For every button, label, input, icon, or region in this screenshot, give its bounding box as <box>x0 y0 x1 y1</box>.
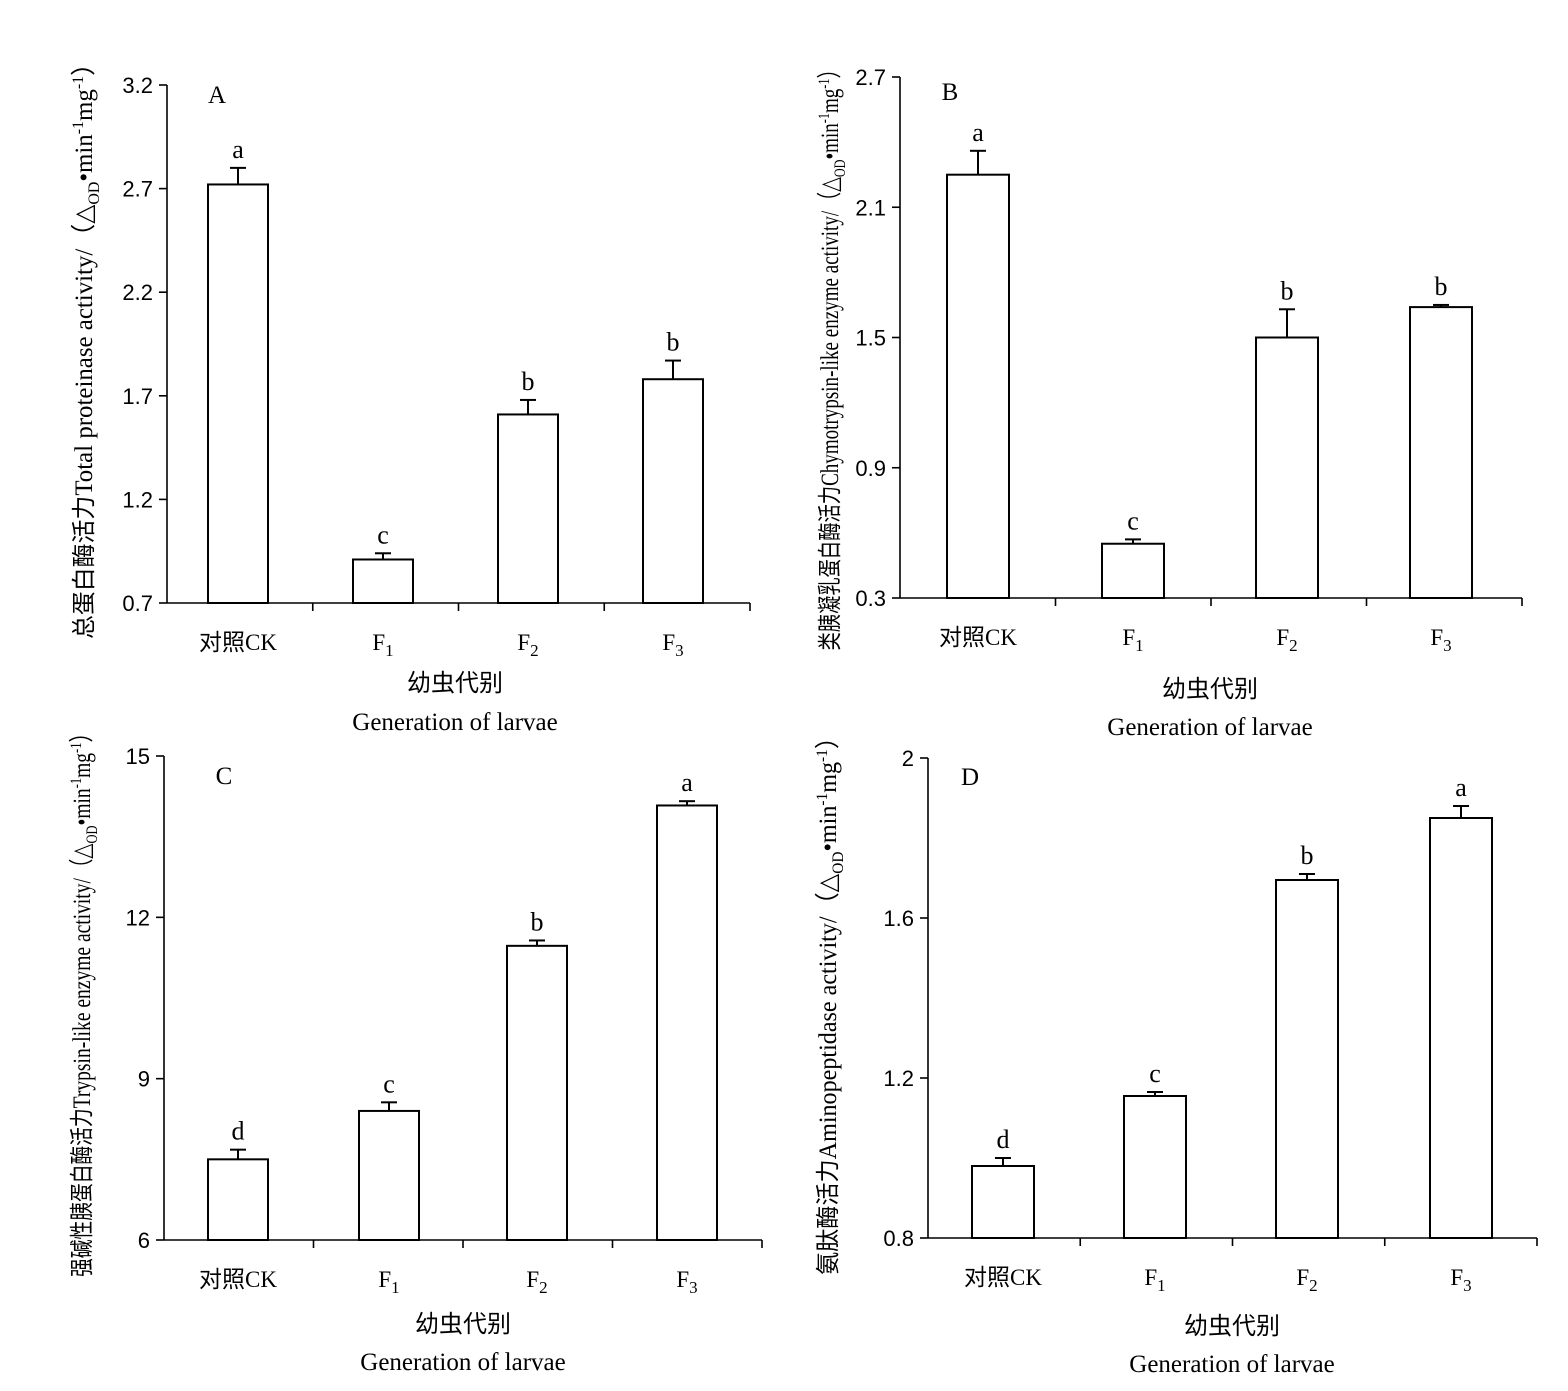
panel-letter: D <box>961 764 979 791</box>
y-tick-label: 1.6 <box>883 906 914 931</box>
category-label: 对照CK <box>939 625 1017 650</box>
x-axis-title-cn: 幼虫代别 <box>1162 675 1258 703</box>
y-tick-label: 1.2 <box>883 1066 914 1091</box>
category-label: F2 <box>517 630 538 660</box>
y-axis-title-text: 类胰凝乳蛋白酶活力Chymotrypsin-like enzyme activi… <box>816 60 849 651</box>
bar-b-1 <box>1101 542 1165 600</box>
y-tick-label: 0.3 <box>855 586 886 611</box>
y-axis-title: 类胰凝乳蛋白酶活力Chymotrypsin-like enzyme activi… <box>816 60 849 651</box>
significance-label: c <box>1149 1059 1161 1088</box>
category-label: F2 <box>526 1267 547 1297</box>
x-axis-title-cn: 幼虫代别 <box>1184 1312 1280 1340</box>
significance-label: b <box>531 907 544 936</box>
category-label: F3 <box>1450 1265 1471 1295</box>
y-tick-label: 2.7 <box>855 65 886 90</box>
y-axis-title: 总蛋白酶活力Total proteinase activity/（△OD•min… <box>70 51 103 639</box>
y-tick-label: 0.9 <box>855 456 886 481</box>
bar-d-2 <box>1275 879 1339 1239</box>
significance-label: c <box>377 520 389 549</box>
category-label: 对照CK <box>199 630 277 655</box>
significance-label: d <box>997 1125 1010 1154</box>
x-axis-title-en: Generation of larvae <box>360 1349 565 1376</box>
significance-label: c <box>383 1069 395 1098</box>
bar-d-1 <box>1123 1095 1187 1239</box>
bar-a-0 <box>207 183 269 604</box>
y-tick-label: 0.8 <box>883 1226 914 1251</box>
y-tick-label: 1.7 <box>122 384 153 409</box>
bar-d-3 <box>1429 817 1493 1239</box>
bar-b-0 <box>946 173 1010 599</box>
category-label: F1 <box>378 1267 399 1297</box>
panel-letter: B <box>942 79 959 106</box>
y-tick-label: 2.2 <box>122 280 153 305</box>
y-tick-label: 9 <box>138 1067 150 1092</box>
bar-a-1 <box>352 558 414 604</box>
panel-b: 0.3 0.9 1.5 2.1 2.7 a 对照CK c F1 b F2 b F3 B 幼虫代别 Genera… <box>816 60 1523 741</box>
panel-d: 0.8 1.2 1.6 2 d 对照CK c F1 b F2 a F3 D 幼虫代别 Generation … <box>814 725 1538 1378</box>
significance-label: a <box>972 118 984 147</box>
significance-label: a <box>681 768 693 797</box>
y-tick-label: 2 <box>902 746 914 771</box>
panel-letter: C <box>216 763 233 790</box>
bar-a-3 <box>642 378 704 604</box>
bar-b-3 <box>1409 306 1473 599</box>
category-label: F2 <box>1296 1265 1317 1295</box>
significance-label: b <box>1281 276 1294 305</box>
panel-c: 6 9 12 15 d 对照CK c F1 b F2 a F3 C 幼虫代别 Generation of l… <box>68 723 763 1376</box>
x-axis-title-en: Generation of larvae <box>1129 1351 1334 1378</box>
category-label: F3 <box>662 630 683 660</box>
significance-label: a <box>1455 773 1467 802</box>
bar-a-2 <box>497 413 559 604</box>
y-axis-title-text: 强碱性胰蛋白酶活力Trypsin-like enzyme activity/（△… <box>68 723 101 1277</box>
y-axis-title: 氨肽酶活力Aminopeptidase activity/（△OD•min-1m… <box>814 725 847 1275</box>
significance-label: d <box>232 1117 245 1146</box>
category-label: F3 <box>1430 625 1451 655</box>
y-tick-label: 2.7 <box>122 177 153 202</box>
x-axis-title-en: Generation of larvae <box>1107 714 1312 741</box>
bar-c-2 <box>506 944 568 1242</box>
bar-b-2 <box>1255 336 1319 599</box>
y-tick-label: 0.7 <box>122 591 153 616</box>
x-axis-title-cn: 幼虫代别 <box>407 669 503 697</box>
y-axis-title: 强碱性胰蛋白酶活力Trypsin-like enzyme activity/（△… <box>68 723 101 1277</box>
significance-label: b <box>667 328 680 357</box>
category-label: 对照CK <box>964 1265 1042 1290</box>
category-label: F3 <box>676 1267 697 1297</box>
y-axis-title-text: 氨肽酶活力Aminopeptidase activity/（△OD•min-1m… <box>814 725 847 1275</box>
bar-c-1 <box>358 1109 420 1242</box>
y-tick-label: 1.2 <box>122 487 153 512</box>
y-tick-label: 15 <box>126 744 150 769</box>
y-tick-label: 2.1 <box>855 195 886 220</box>
significance-label: b <box>522 367 535 396</box>
y-tick-label: 12 <box>126 905 150 930</box>
bar-d-0 <box>971 1165 1035 1239</box>
category-label: F1 <box>1122 625 1143 655</box>
y-tick-label: 6 <box>138 1228 150 1253</box>
significance-label: b <box>1301 841 1314 870</box>
category-label: F2 <box>1276 625 1297 655</box>
category-label: F1 <box>372 630 393 660</box>
y-axis-title-text: 总蛋白酶活力Total proteinase activity/（△OD•min… <box>70 51 103 639</box>
significance-label: a <box>232 135 244 164</box>
panel-letter: A <box>208 82 226 109</box>
y-tick-label: 3.2 <box>122 73 153 98</box>
x-axis-title-cn: 幼虫代别 <box>415 1310 511 1338</box>
bar-c-0 <box>207 1158 269 1242</box>
y-tick-label: 1.5 <box>855 326 886 351</box>
category-label: F1 <box>1144 1265 1165 1295</box>
category-label: 对照CK <box>199 1267 277 1292</box>
significance-label: b <box>1435 272 1448 301</box>
bar-c-3 <box>656 804 718 1242</box>
significance-label: c <box>1127 506 1139 535</box>
panel-a: 0.7 1.2 1.7 2.2 2.7 3.2 a 对照CK c F1 b F2 b F3 A 幼虫代别 Gen… <box>70 51 751 736</box>
x-axis-title-en: Generation of larvae <box>352 709 557 736</box>
